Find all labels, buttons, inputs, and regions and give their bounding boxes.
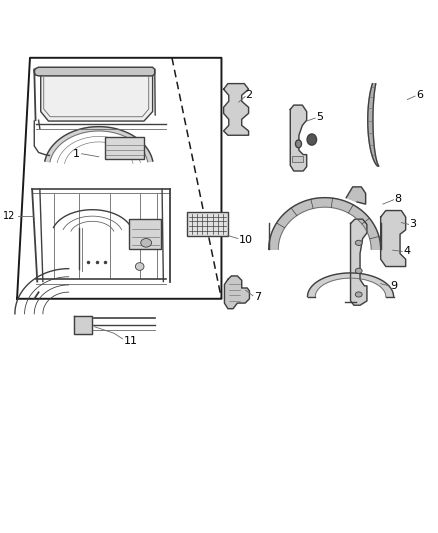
FancyBboxPatch shape <box>105 138 144 159</box>
Polygon shape <box>224 276 249 309</box>
Polygon shape <box>307 273 394 297</box>
Text: 4: 4 <box>403 246 410 256</box>
Text: 10: 10 <box>239 235 253 245</box>
Text: 1: 1 <box>73 149 80 159</box>
Text: 8: 8 <box>395 193 402 204</box>
Text: 5: 5 <box>316 112 323 122</box>
Ellipse shape <box>141 239 152 247</box>
Text: 6: 6 <box>416 90 423 100</box>
Polygon shape <box>34 67 155 76</box>
FancyBboxPatch shape <box>293 156 303 163</box>
Polygon shape <box>41 76 152 121</box>
Polygon shape <box>269 198 381 249</box>
FancyBboxPatch shape <box>187 212 228 236</box>
Text: 7: 7 <box>254 293 261 303</box>
Ellipse shape <box>355 268 362 273</box>
Text: 9: 9 <box>390 281 397 291</box>
Polygon shape <box>368 84 379 166</box>
Ellipse shape <box>296 140 301 148</box>
Ellipse shape <box>135 263 144 270</box>
Ellipse shape <box>307 134 317 145</box>
Polygon shape <box>381 211 406 266</box>
Text: 12: 12 <box>4 211 16 221</box>
Polygon shape <box>350 219 367 305</box>
Ellipse shape <box>355 240 362 245</box>
FancyBboxPatch shape <box>129 219 161 249</box>
Polygon shape <box>45 127 153 162</box>
Polygon shape <box>74 316 92 335</box>
Polygon shape <box>346 187 366 204</box>
Text: 3: 3 <box>410 219 417 229</box>
Polygon shape <box>290 105 307 171</box>
Polygon shape <box>224 84 248 135</box>
Text: 2: 2 <box>246 90 253 100</box>
Text: 11: 11 <box>124 335 138 345</box>
Ellipse shape <box>355 292 362 297</box>
